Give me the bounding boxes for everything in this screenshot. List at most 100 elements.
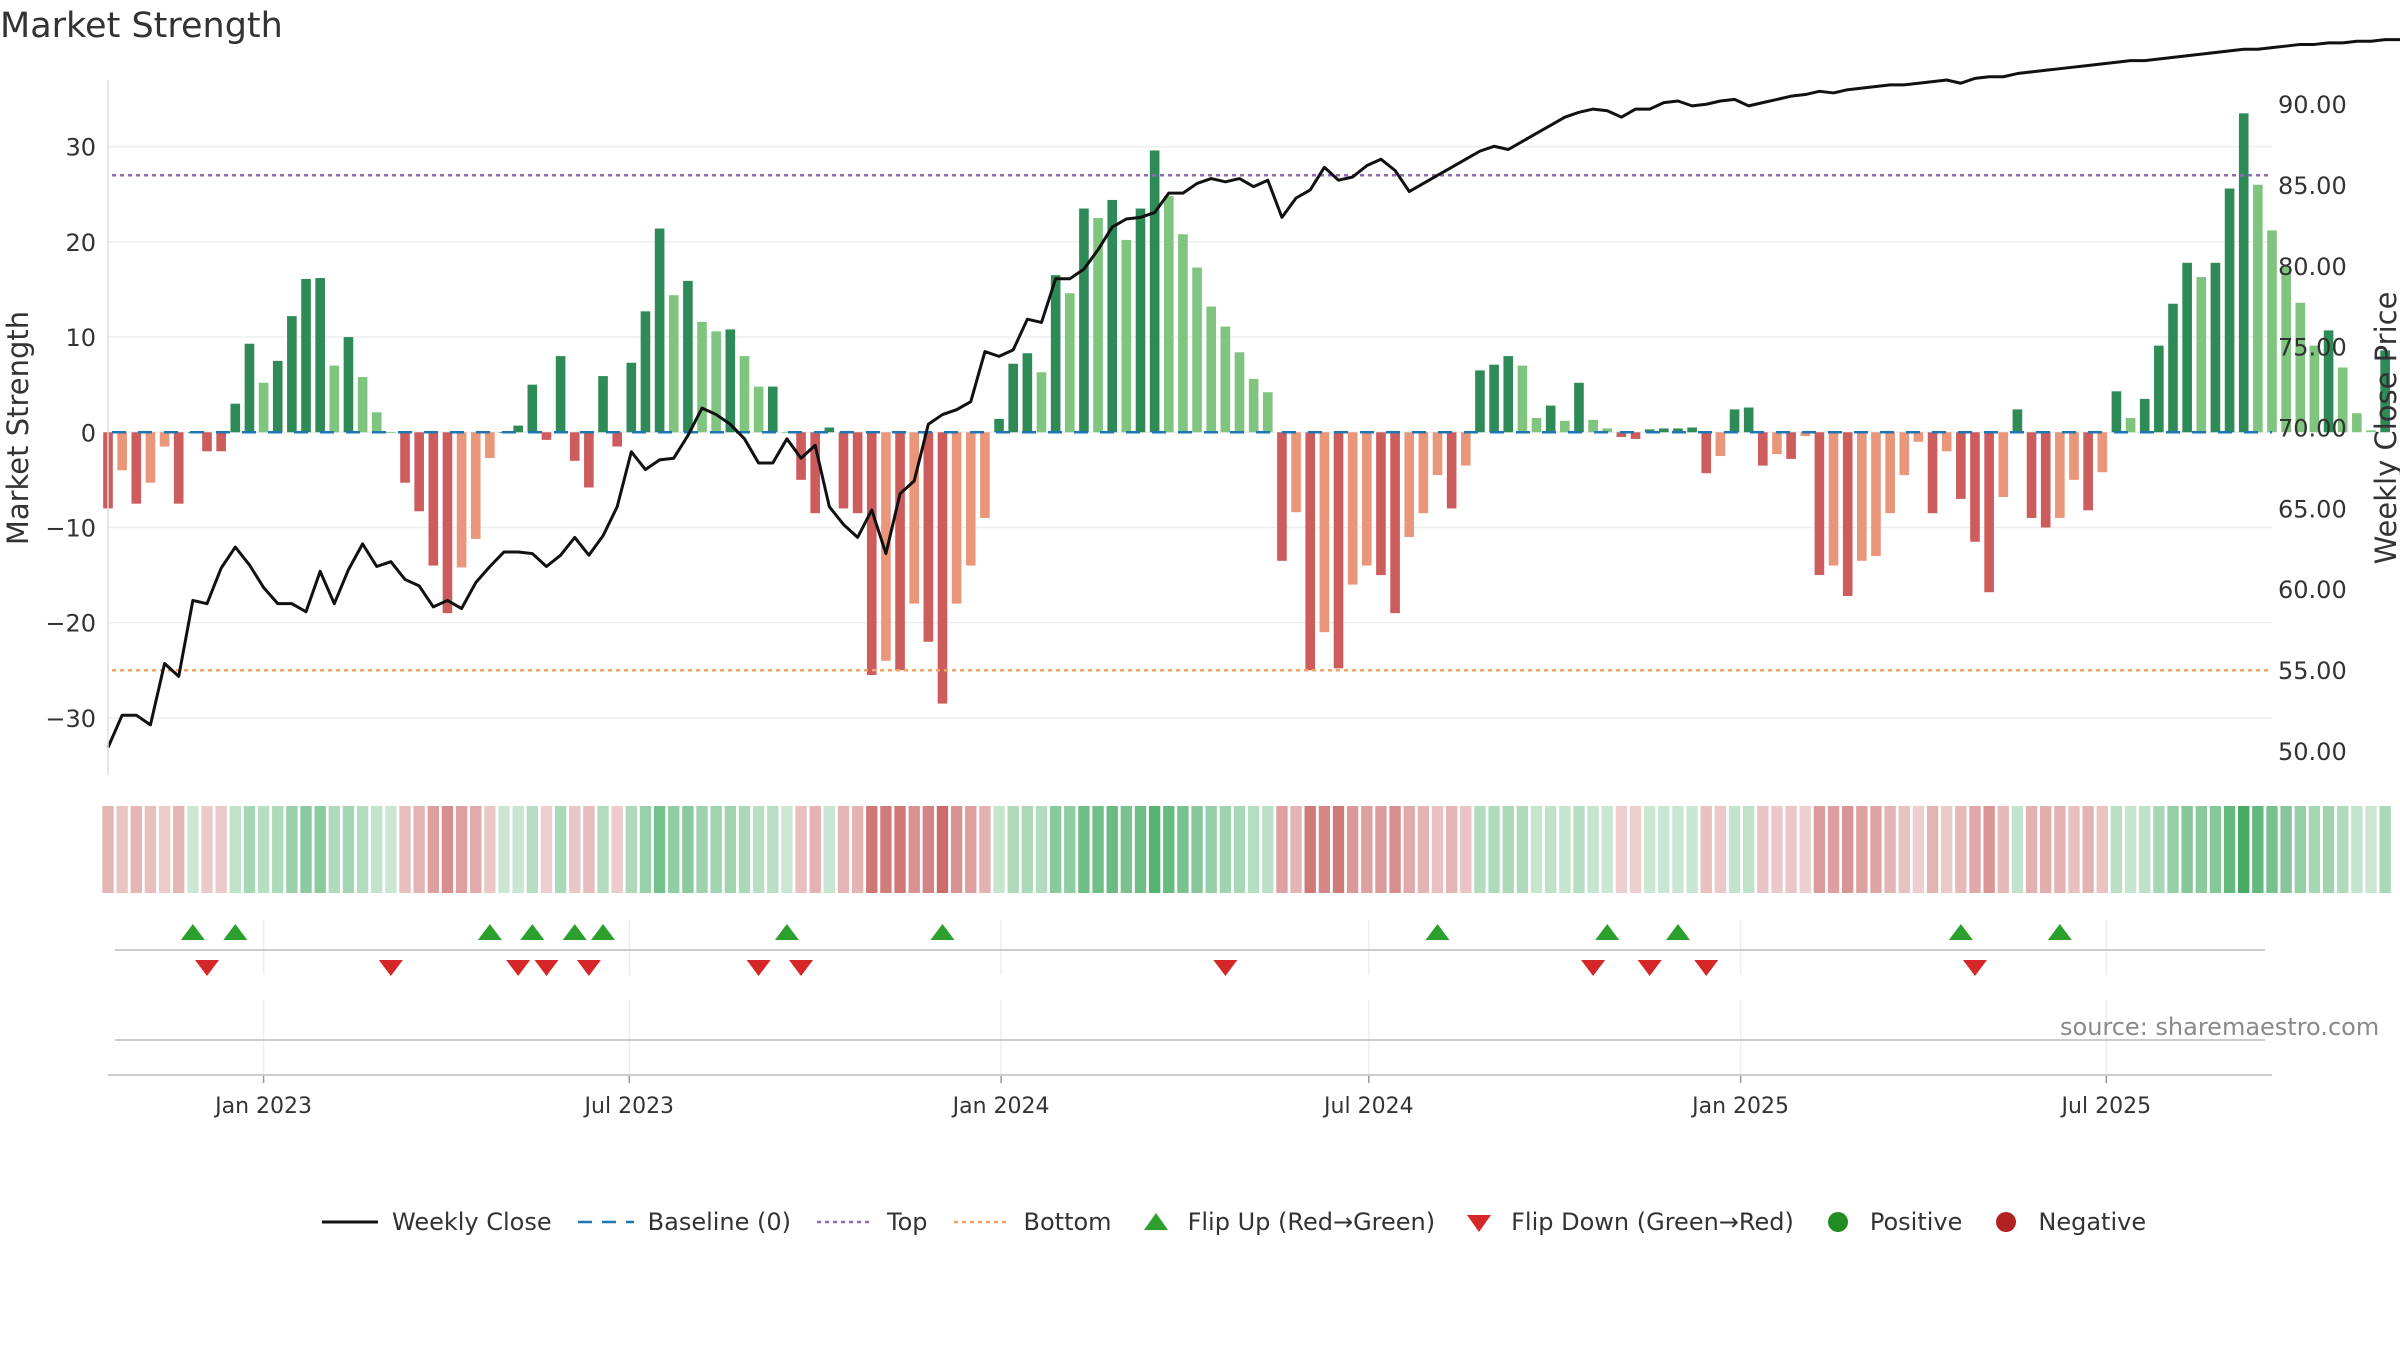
strength-bar — [1687, 427, 1697, 433]
heat-cell — [2351, 806, 2363, 893]
heat-cell — [1587, 806, 1599, 893]
heat-cell — [540, 806, 553, 893]
strength-bar — [1602, 428, 1613, 433]
strength-bar — [555, 356, 566, 433]
strength-bar — [343, 337, 354, 433]
heat-cell — [300, 806, 312, 893]
strength-bar — [1319, 432, 1330, 633]
heat-cell — [554, 806, 567, 893]
strength-bar — [1885, 432, 1895, 514]
strength-bar — [1814, 432, 1825, 576]
legend-label: Top — [887, 1208, 928, 1236]
heat-cell — [1247, 806, 1260, 893]
heat-cell — [752, 806, 765, 893]
heat-cell — [1728, 806, 1741, 893]
heat-cell — [1912, 806, 1925, 893]
heat-cell — [1771, 806, 1783, 893]
strength-bar — [1008, 363, 1019, 433]
strength-bar — [1149, 150, 1160, 433]
flip-up-marker — [520, 924, 545, 940]
heat-cell — [1516, 806, 1529, 893]
strength-bar — [852, 432, 863, 514]
strength-bar — [1941, 432, 1952, 452]
legend-negative[interactable]: Negative — [1986, 1208, 2146, 1236]
heat-cell — [2266, 806, 2278, 893]
triangle-down-icon — [1467, 1215, 1492, 1232]
y-axis-label-left: Market Strength — [1, 310, 35, 546]
heat-cell — [243, 806, 256, 893]
heat-cell — [1205, 806, 1217, 893]
x-tick-label: Jan 2023 — [213, 1094, 312, 1119]
triangle-up-icon — [1143, 1213, 1168, 1230]
strength-bar — [753, 386, 764, 433]
heat-cell — [653, 806, 666, 893]
strength-bar — [2380, 350, 2390, 433]
heat-cell — [2110, 806, 2123, 893]
heat-cell — [809, 806, 821, 893]
strength-bar — [216, 432, 226, 452]
strength-bar — [1475, 370, 1485, 433]
strength-bar — [584, 432, 594, 488]
heat-cell — [569, 806, 581, 893]
strength-bar — [2352, 413, 2362, 433]
heat-cell — [1346, 806, 1359, 893]
heat-cell — [272, 806, 284, 893]
legend-label: Bottom — [1023, 1208, 1112, 1236]
strength-bar — [1050, 275, 1061, 433]
heat-cell — [1629, 806, 1642, 893]
strength-bar — [2083, 432, 2093, 511]
flip-down-marker — [1637, 960, 1662, 976]
strength-bar — [145, 432, 156, 483]
heat-cell — [965, 806, 977, 893]
legend-top[interactable]: Top — [815, 1208, 928, 1236]
strength-bar — [626, 362, 637, 433]
heat-cell — [1813, 806, 1826, 893]
flip-up-marker — [774, 924, 799, 940]
heat-cell — [455, 806, 468, 893]
heat-cell — [1743, 806, 1755, 893]
strength-bar — [202, 432, 212, 452]
strength-bar — [1828, 432, 1839, 566]
legend-flip-down[interactable]: Flip Down (Green→Red) — [1459, 1208, 1794, 1236]
heat-cell — [823, 806, 836, 893]
strength-bar — [1503, 356, 1514, 433]
strength-bar — [1220, 326, 1231, 433]
legend-positive[interactable]: Positive — [1818, 1208, 1962, 1236]
legend-bottom[interactable]: Bottom — [952, 1208, 1112, 1236]
heat-cell — [682, 806, 694, 893]
heat-cell — [851, 806, 864, 893]
heat-cell — [1431, 806, 1444, 893]
legend-baseline[interactable]: Baseline (0) — [576, 1208, 791, 1236]
heat-cell — [201, 806, 213, 893]
heat-cell — [668, 806, 680, 893]
y-tick-label-left: 10 — [65, 324, 96, 352]
heat-cell — [1530, 806, 1543, 893]
heat-cell — [597, 806, 609, 893]
strength-bar — [1998, 432, 2009, 497]
strength-bar — [1234, 352, 1245, 433]
legend-flip-up[interactable]: Flip Up (Red→Green) — [1136, 1208, 1435, 1236]
heat-cell — [2337, 806, 2349, 893]
strength-bar — [1715, 432, 1726, 457]
strength-bar — [782, 432, 792, 434]
heat-cell — [215, 806, 227, 893]
heat-cell — [498, 806, 510, 893]
legend-weekly-close[interactable]: Weekly Close — [320, 1208, 552, 1236]
heat-cell — [1757, 806, 1769, 893]
heat-cell — [1078, 806, 1090, 893]
y-axis-label-right: Weekly Close Price — [2369, 291, 2400, 565]
heat-cell — [611, 806, 623, 893]
heat-cell — [837, 806, 850, 893]
heat-cell — [1898, 806, 1910, 893]
strength-bar — [258, 382, 269, 433]
heat-cell — [1163, 806, 1175, 893]
price-series — [106, 38, 2400, 749]
strength-bar — [2366, 430, 2376, 433]
strength-bar — [2196, 277, 2207, 433]
flip-up-marker — [1595, 924, 1620, 940]
strength-bar — [1262, 392, 1273, 433]
strength-bar — [470, 432, 481, 539]
heat-cell — [342, 806, 355, 893]
strength-bar — [1630, 432, 1641, 439]
